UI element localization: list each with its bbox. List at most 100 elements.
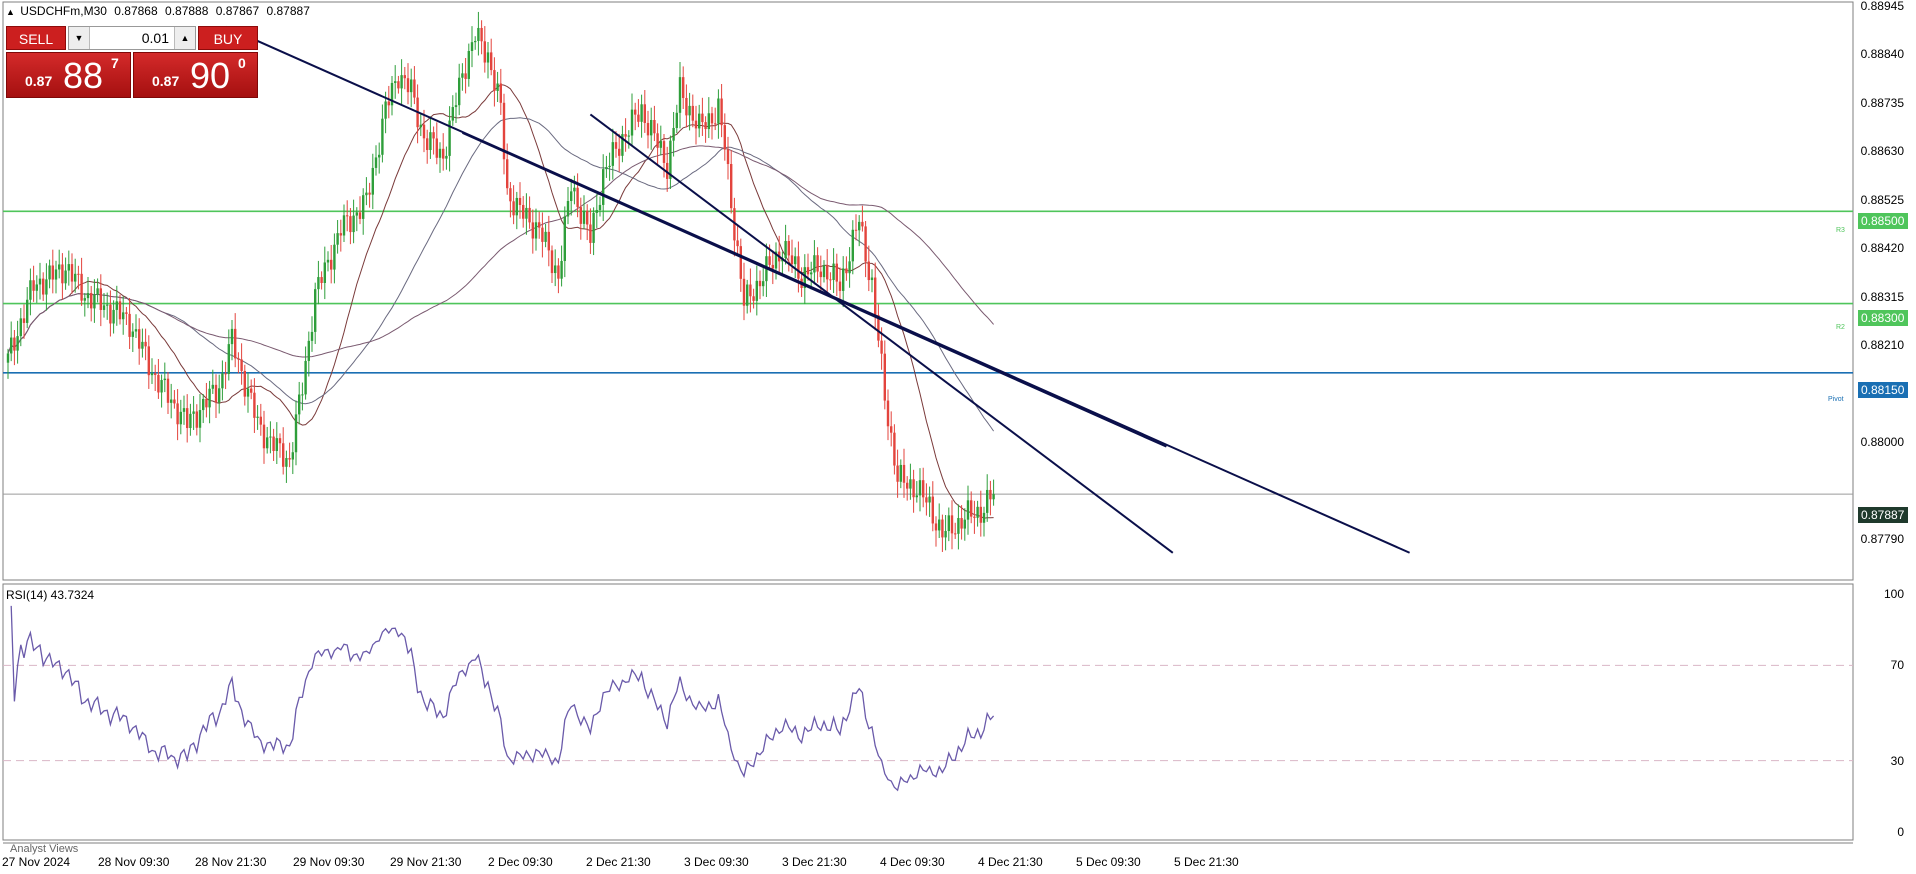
r2-price-tag: 0.88300 (1858, 310, 1908, 326)
candle-body (272, 436, 275, 452)
candle-body (518, 197, 522, 205)
candle-body (755, 280, 758, 301)
candle-body (170, 399, 173, 403)
candle-body (333, 244, 336, 270)
candle-body (611, 142, 614, 166)
candle-body (19, 318, 22, 337)
candle-body (390, 82, 394, 106)
candle-body (915, 495, 918, 498)
candle-body (157, 374, 160, 393)
candle-body (246, 388, 250, 397)
candle-body (979, 506, 982, 523)
candle-body (931, 496, 934, 524)
candle-body (131, 331, 134, 337)
candle-body (634, 109, 637, 115)
candle-body (566, 200, 570, 217)
candle-body (842, 268, 845, 291)
candle-body (266, 437, 269, 449)
candle-body (400, 75, 403, 89)
candle-body (74, 273, 77, 282)
candle-body (368, 192, 371, 195)
current-price-tag: 0.87887 (1858, 507, 1908, 523)
buy-button[interactable]: BUY (198, 26, 258, 50)
candle-body (70, 264, 74, 282)
candle-body (458, 77, 461, 106)
candle-body (822, 265, 826, 278)
candle-body (819, 271, 822, 278)
candle-body (947, 515, 950, 532)
candle-body (480, 27, 483, 42)
candle-body (150, 373, 154, 376)
r3-label: R3 (1836, 227, 1845, 234)
candle-body (419, 124, 422, 128)
candle-body (710, 113, 714, 124)
candle-body (154, 373, 157, 375)
channel-line (461, 131, 1167, 448)
collapse-triangle-icon[interactable]: ▲ (6, 7, 15, 17)
candle-body (650, 120, 653, 136)
lot-increase-icon[interactable]: ▲ (174, 27, 195, 49)
candle-body (214, 384, 218, 403)
candle-body (643, 104, 646, 123)
candle-body (810, 272, 813, 275)
candle-body (602, 169, 605, 205)
candle-body (301, 394, 304, 396)
lot-decrease-icon[interactable]: ▼ (69, 27, 90, 49)
candle-body (813, 255, 816, 273)
candle-body (832, 263, 835, 280)
candle-body (22, 318, 26, 323)
candle-body (141, 341, 144, 349)
sell-price-button[interactable]: 0.87 88 7 (6, 52, 131, 98)
candle-body (205, 398, 208, 408)
candle-body (573, 187, 576, 192)
channel-line (225, 25, 1411, 554)
candle-body (218, 388, 221, 403)
candle-body (29, 280, 32, 300)
candle-body (886, 400, 890, 427)
candle-body (186, 408, 189, 429)
candle-body (102, 305, 106, 310)
candle-body (598, 204, 602, 210)
buy-price-big: 90 (190, 55, 231, 96)
candle-body (544, 231, 547, 242)
candle-body (752, 296, 755, 301)
r3-price-tag: 0.88500 (1858, 213, 1908, 229)
y-tick-label: 0.88630 (1860, 144, 1904, 159)
r2-label: R2 (1836, 324, 1845, 331)
candle-body (534, 222, 538, 239)
candle-body (688, 105, 691, 116)
candle-body (326, 259, 330, 263)
quote-close: 0.87887 (266, 4, 310, 18)
candle-body (614, 142, 618, 149)
candle-body (768, 256, 771, 265)
candle-body (461, 73, 464, 78)
candle-body (429, 132, 432, 151)
y-tick-label: 0.88525 (1860, 192, 1904, 207)
candle-body (387, 101, 390, 106)
candle-body (499, 83, 502, 103)
pivot-label: Pivot (1828, 396, 1844, 403)
candle-body (682, 77, 685, 98)
candle-body (973, 516, 976, 518)
candle-body (224, 373, 227, 375)
x-tick-label: 2 Dec 21:30 (586, 855, 651, 869)
sell-button[interactable]: SELL (6, 26, 66, 50)
buy-price-button[interactable]: 0.87 90 0 (133, 52, 258, 98)
lot-value[interactable]: 0.01 (141, 30, 169, 46)
candle-body (128, 313, 131, 337)
candle-body (762, 281, 765, 287)
sell-price-prefix: 0.87 (25, 73, 53, 89)
candle-body (125, 312, 128, 314)
candle-body (118, 301, 122, 320)
candle-body (592, 212, 595, 243)
candle-body (106, 304, 109, 306)
candle-body (909, 479, 912, 489)
candle-body (730, 164, 733, 209)
lot-size-field[interactable]: ▼ 0.01 ▲ (68, 26, 196, 50)
candle-body (605, 167, 608, 170)
candle-body (422, 124, 426, 139)
candle-body (496, 83, 499, 91)
analyst-views-tab[interactable]: Analyst Views (10, 843, 79, 855)
candle-body (618, 148, 621, 156)
rsi-tick-label: 0 (1897, 825, 1904, 839)
